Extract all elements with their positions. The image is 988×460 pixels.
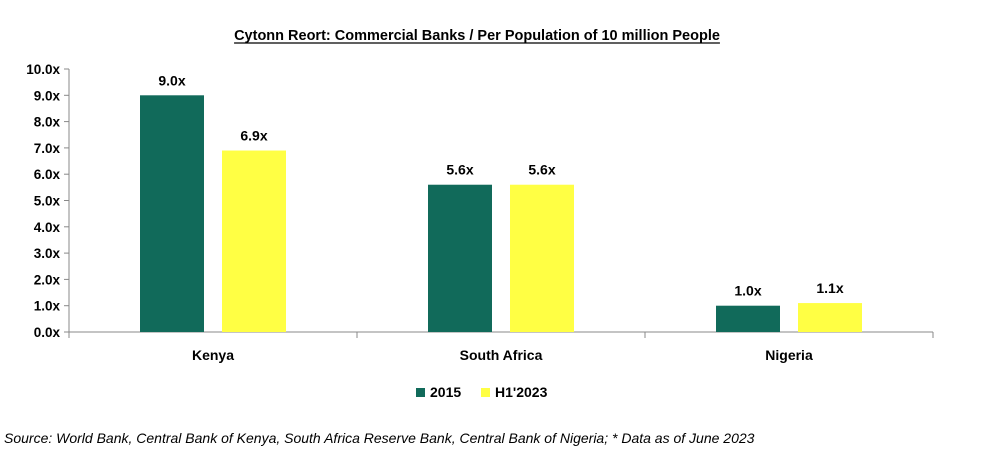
y-tick-label: 1.0x <box>34 299 61 314</box>
bar <box>716 305 780 332</box>
source-note: Source: World Bank, Central Bank of Keny… <box>4 430 755 446</box>
bar <box>140 95 204 332</box>
y-tick-label: 6.0x <box>34 167 61 182</box>
legend-swatch <box>416 388 425 397</box>
data-label: 9.0x <box>158 72 185 88</box>
y-tick-label: 5.0x <box>34 194 61 209</box>
y-axis: 0.0x 1.0x 2.0x 3.0x 4.0x 5.0x 6.0x 7.0x 8.0x 9.0x… <box>26 62 70 340</box>
y-tick-label: 9.0x <box>34 88 61 103</box>
data-label: 6.9x <box>240 128 267 144</box>
bars: 9.0x 6.9x 5.6x 5.6x 1.0x 1.1x <box>140 72 862 332</box>
data-label: 1.0x <box>734 283 761 299</box>
y-tick-label: 8.0x <box>34 115 61 130</box>
category-label: South Africa <box>460 347 543 363</box>
data-label: 1.1x <box>816 280 843 296</box>
bar <box>222 150 286 332</box>
x-axis: Kenya South Africa Nigeria <box>68 331 934 363</box>
legend-swatch <box>481 388 490 397</box>
y-tick-label: 10.0x <box>26 62 60 77</box>
y-tick-label: 3.0x <box>34 246 61 261</box>
y-tick-label: 2.0x <box>34 272 61 287</box>
y-tick-label: 7.0x <box>34 141 61 156</box>
chart-title: Cytonn Reort: Commercial Banks / Per Pop… <box>234 28 720 44</box>
legend-label: H1'2023 <box>495 384 548 400</box>
legend: 2015 H1'2023 <box>416 384 548 400</box>
y-tick-label: 0.0x <box>34 325 61 340</box>
bar <box>510 184 574 332</box>
bar-chart: Cytonn Reort: Commercial Banks / Per Pop… <box>26 28 934 400</box>
data-label: 5.6x <box>446 162 473 178</box>
bar <box>428 184 492 332</box>
category-label: Kenya <box>192 347 234 363</box>
y-tick-label: 4.0x <box>34 220 61 235</box>
bar <box>798 303 862 332</box>
legend-label: 2015 <box>430 384 461 400</box>
data-label: 5.6x <box>528 162 555 178</box>
category-label: Nigeria <box>765 347 813 363</box>
